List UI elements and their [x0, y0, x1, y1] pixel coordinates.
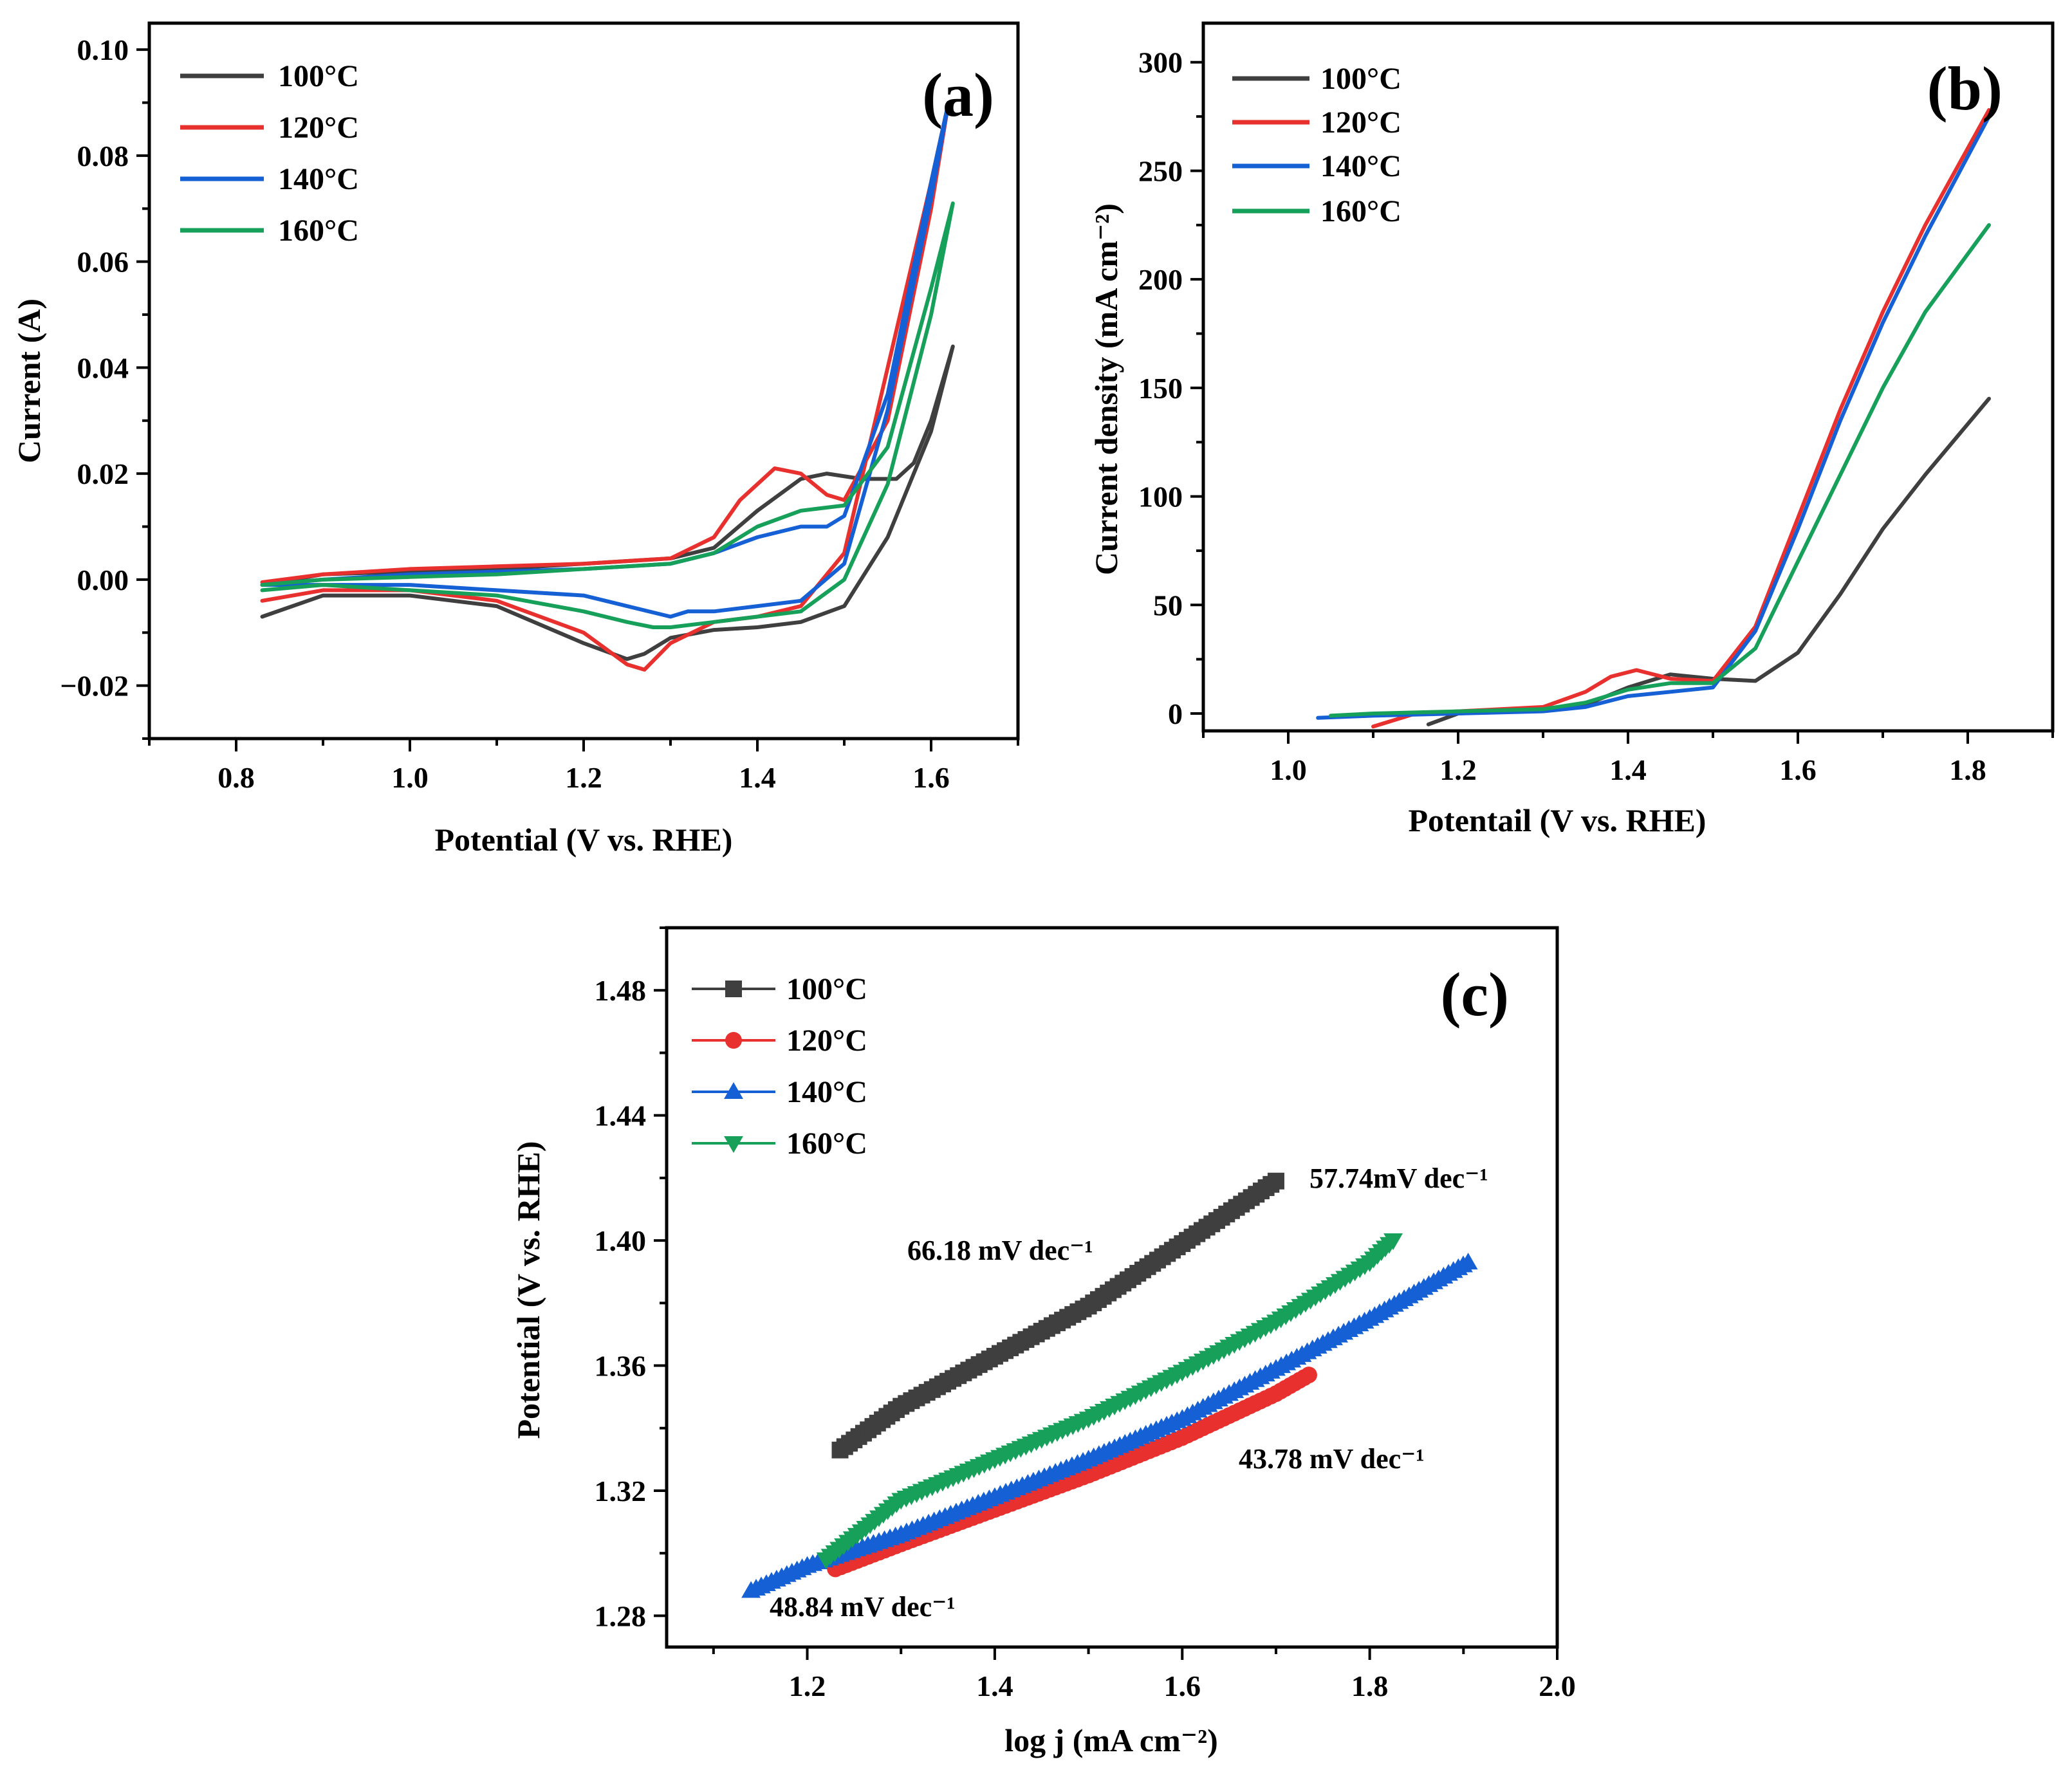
panel-a-y-tick-label: 0.06: [77, 246, 129, 279]
panel-a-y-tick-label: 0.00: [77, 564, 129, 596]
panel-a: 0.8 1.0 1.2 1.4 1.6 −0.02 0.00 0.02 0.04 0.06 0.08…: [11, 21, 1020, 858]
panel-a-y-axis-title: Current (A): [11, 299, 47, 463]
panel-c-legend-marker-shape-140C: [724, 1082, 743, 1100]
panel-c-ticks: [654, 926, 1559, 1660]
panel-c-legend-marker-100C: [725, 981, 742, 997]
panel-c-point-160C: [1383, 1233, 1403, 1251]
panel-c-legend-marker-shape-100C: [725, 981, 742, 997]
panel-c-legend-marker-160C: [724, 1136, 743, 1153]
panel-b-y-tick-label: 200: [1138, 263, 1183, 296]
panel-c-series-100C: [831, 1172, 1284, 1459]
panel-b-legend-label-100C: 100°C: [1320, 62, 1401, 96]
panel-a-series-line-160C: [260, 201, 955, 629]
panel-a-y-tick-label: 0.04: [77, 351, 129, 384]
panel-c-legend-label-100C: 100°C: [786, 972, 867, 1006]
panel-b-x-tick-label: 1.6: [1779, 753, 1817, 786]
panel-b-x-tick-label: 1.8: [1949, 753, 1986, 786]
panel-a-legend: 100°C 120°C 140°C 160°C: [180, 59, 359, 248]
panel-c-tick-labels: 1.2 1.4 1.6 1.8 2.0 1.28 1.32 1.36 1.40 1.44 1.48: [595, 974, 1576, 1702]
panel-b-y-tick-label: 300: [1138, 46, 1183, 79]
panel-b-label: (b): [1927, 54, 2003, 123]
panel-c-y-tick-label: 1.44: [595, 1100, 647, 1132]
panel-c-legend-label-120C: 120°C: [786, 1024, 867, 1058]
panel-c-point-120C: [1300, 1367, 1317, 1384]
panel-c-x-tick-label: 1.2: [789, 1670, 826, 1702]
panel-c-x-tick-label: 1.8: [1351, 1670, 1389, 1702]
panel-c-annotation-120C-slope: 43.78 mV dec⁻¹: [1239, 1443, 1425, 1475]
panel-b-series-line-160C: [1329, 223, 1991, 718]
panel-c-series-140C: [741, 1253, 1478, 1598]
panel-a-x-axis-title: Potential (V vs. RHE): [435, 822, 733, 858]
panel-b-legend: 100°C 120°C 140°C 160°C: [1232, 62, 1401, 228]
panel-b-y-tick-label: 250: [1138, 154, 1183, 187]
panel-a-legend-label-140C: 140°C: [278, 162, 359, 196]
panel-a-x-tick-label: 1.4: [739, 761, 776, 794]
panel-a-ticks: [136, 48, 1019, 751]
panel-c-series-160C: [816, 1233, 1403, 1569]
panel-c-y-tick-label: 1.32: [595, 1475, 647, 1507]
panel-b-y-tick-label: 0: [1168, 697, 1183, 730]
panel-c-label: (c): [1440, 960, 1509, 1029]
panel-a-x-tick-label: 1.0: [391, 761, 429, 794]
panel-c-x-tick-label: 2.0: [1539, 1670, 1576, 1702]
panel-c-y-tick-label: 1.48: [595, 974, 647, 1007]
panel-a-y-tick-label: 0.10: [77, 33, 129, 66]
panel-c-y-axis-title: Potential (V vs. RHE): [510, 1141, 546, 1439]
panel-b-y-tick-label: 50: [1153, 589, 1183, 621]
panel-c-y-tick-label: 1.28: [595, 1599, 647, 1632]
panel-b: 1.0 1.2 1.4 1.6 1.8 0 50 100 150 200 250 300 Potent…: [1088, 21, 2055, 838]
panel-c-legend-marker-140C: [724, 1082, 743, 1100]
panel-a-legend-label-160C: 160°C: [278, 214, 359, 248]
panel-b-ticks: [1190, 60, 2054, 744]
panel-c-legend-label-140C: 140°C: [786, 1075, 867, 1109]
panel-a-legend-label-100C: 100°C: [278, 59, 359, 93]
panel-b-series: [1316, 108, 1991, 729]
panel-b-x-tick-label: 1.0: [1270, 753, 1307, 786]
panel-b-legend-label-160C: 160°C: [1320, 194, 1401, 228]
panel-a-series: [260, 100, 955, 672]
panel-c-x-tick-label: 1.6: [1164, 1670, 1201, 1702]
panel-a-tick-labels: 0.8 1.0 1.2 1.4 1.6 −0.02 0.00 0.02 0.04 0.06 0.08…: [60, 33, 949, 794]
panel-c-x-tick-label: 1.4: [976, 1670, 1013, 1702]
panel-c-series: [741, 1172, 1478, 1598]
panel-b-y-tick-label: 150: [1138, 372, 1183, 405]
panel-b-x-axis-title: Potentail (V vs. RHE): [1409, 802, 1707, 838]
panel-a-x-tick-label: 1.2: [565, 761, 602, 794]
panel-b-y-tick-label: 100: [1138, 481, 1183, 513]
panel-a-legend-label-120C: 120°C: [278, 111, 359, 145]
panel-c-legend-marker-shape-160C: [724, 1136, 743, 1153]
panel-c-plot-frame: [665, 926, 1559, 1649]
panel-a-y-tick-label: 0.08: [77, 140, 129, 172]
panel-b-series-line-120C: [1371, 108, 1991, 729]
panel-b-x-tick-label: 1.4: [1609, 753, 1647, 786]
panel-b-legend-label-120C: 120°C: [1320, 106, 1401, 140]
panel-a-label: (a): [922, 60, 994, 129]
panel-c-legend: 100°C 120°C 140°C 160°C: [692, 972, 867, 1161]
panel-b-legend-label-140C: 140°C: [1320, 149, 1401, 183]
panel-c-y-tick-label: 1.40: [595, 1224, 647, 1257]
panel-b-series-line-100C: [1426, 396, 1991, 726]
panel-a-x-tick-label: 1.6: [912, 761, 950, 794]
panel-a-x-tick-label: 0.8: [217, 761, 255, 794]
panel-c-annotation-140C-slope: 48.84 mV dec⁻¹: [770, 1591, 956, 1623]
panel-c-legend-label-160C: 160°C: [786, 1127, 867, 1161]
panel-b-y-axis-title: Current density (mA cm⁻²): [1088, 203, 1124, 575]
panel-c-legend-marker-shape-120C: [725, 1032, 742, 1049]
panel-a-y-tick-label: 0.02: [77, 457, 129, 490]
panel-c-point-100C: [1267, 1172, 1284, 1190]
panel-c: 1.2 1.4 1.6 1.8 2.01.281.321.361.401.441.48 …: [510, 926, 1576, 1758]
panel-c-y-tick-label: 1.36: [595, 1350, 647, 1383]
panel-c-annotation-100C-slope: 66.18 mV dec⁻¹: [907, 1235, 1093, 1266]
panel-b-x-tick-label: 1.2: [1439, 753, 1477, 786]
panel-b-series-line-140C: [1316, 115, 1991, 720]
panel-c-x-axis-title: log j (mA cm⁻²): [1004, 1722, 1218, 1758]
panel-c-legend-marker-120C: [725, 1032, 742, 1049]
panel-a-y-tick-label: −0.02: [60, 670, 129, 703]
panel-b-tick-labels: 1.0 1.2 1.4 1.6 1.8 0 50 100 150 200 250 300: [1138, 46, 1986, 786]
panel-c-point-140C: [1458, 1253, 1478, 1270]
panel-c-annotation-160C-slope: 57.74mV dec⁻¹: [1309, 1163, 1488, 1194]
